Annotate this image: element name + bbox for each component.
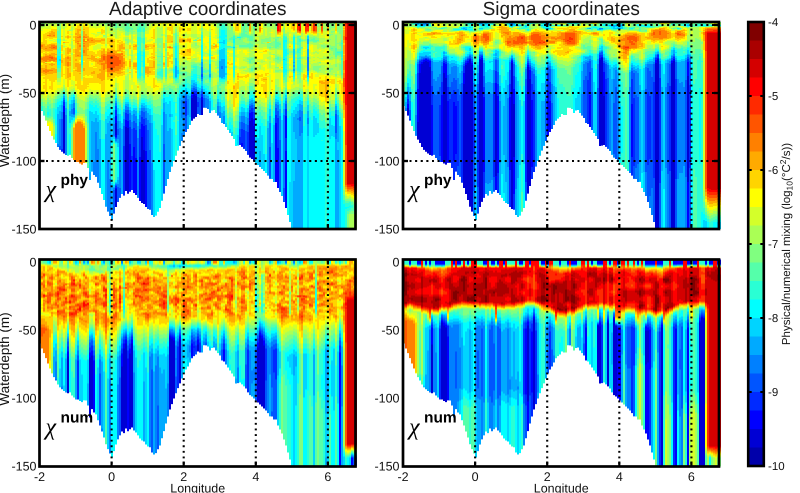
svg-text:phy: phy: [61, 172, 89, 189]
svg-text:num: num: [424, 410, 457, 427]
svg-text:Waterdepth (m): Waterdepth (m): [0, 74, 12, 167]
svg-text:num: num: [61, 410, 94, 427]
svg-text:-50: -50: [381, 86, 399, 100]
svg-text:-150: -150: [374, 222, 399, 236]
svg-text:2: 2: [544, 470, 551, 484]
svg-text:-150: -150: [11, 222, 36, 236]
svg-text:-2: -2: [34, 470, 45, 484]
svg-text:-100: -100: [374, 392, 399, 406]
svg-text:-9: -9: [768, 387, 778, 399]
svg-text:-100: -100: [374, 154, 399, 168]
svg-text:-150: -150: [11, 460, 36, 474]
svg-text:χ: χ: [407, 177, 421, 203]
svg-text:-100: -100: [11, 154, 36, 168]
svg-text:0: 0: [30, 18, 37, 32]
svg-text:Sigma coordinates: Sigma coordinates: [483, 0, 640, 20]
svg-text:0: 0: [393, 256, 400, 270]
svg-text:Longitude: Longitude: [534, 482, 589, 493]
svg-text:-150: -150: [374, 460, 399, 474]
svg-text:Waterdepth (m): Waterdepth (m): [0, 312, 12, 405]
svg-text:0: 0: [30, 256, 37, 270]
svg-text:0: 0: [472, 470, 479, 484]
svg-text:-4: -4: [768, 17, 779, 29]
svg-text:-6: -6: [768, 165, 778, 177]
svg-text:0: 0: [108, 470, 115, 484]
svg-text:-7: -7: [768, 239, 778, 251]
svg-text:-50: -50: [18, 324, 36, 338]
svg-text:4: 4: [616, 470, 623, 484]
svg-text:-2: -2: [397, 470, 408, 484]
svg-text:Adaptive coordinates: Adaptive coordinates: [109, 0, 286, 20]
svg-text:-8: -8: [768, 313, 778, 325]
svg-text:χ: χ: [44, 177, 58, 203]
svg-text:phy: phy: [424, 172, 452, 189]
svg-text:0: 0: [393, 18, 400, 32]
svg-text:-50: -50: [18, 86, 36, 100]
svg-text:6: 6: [324, 470, 331, 484]
svg-text:Physical/numerical mixing (log: Physical/numerical mixing (log10(°C2/s)): [778, 143, 795, 345]
svg-text:χ: χ: [44, 415, 58, 441]
svg-text:-100: -100: [11, 392, 36, 406]
svg-text:Longitude: Longitude: [170, 482, 225, 493]
svg-text:-50: -50: [381, 324, 399, 338]
svg-text:6: 6: [688, 470, 695, 484]
svg-text:4: 4: [252, 470, 259, 484]
svg-text:-5: -5: [768, 91, 778, 103]
svg-text:χ: χ: [407, 415, 421, 441]
svg-text:2: 2: [180, 470, 187, 484]
svg-text:-10: -10: [768, 461, 785, 473]
